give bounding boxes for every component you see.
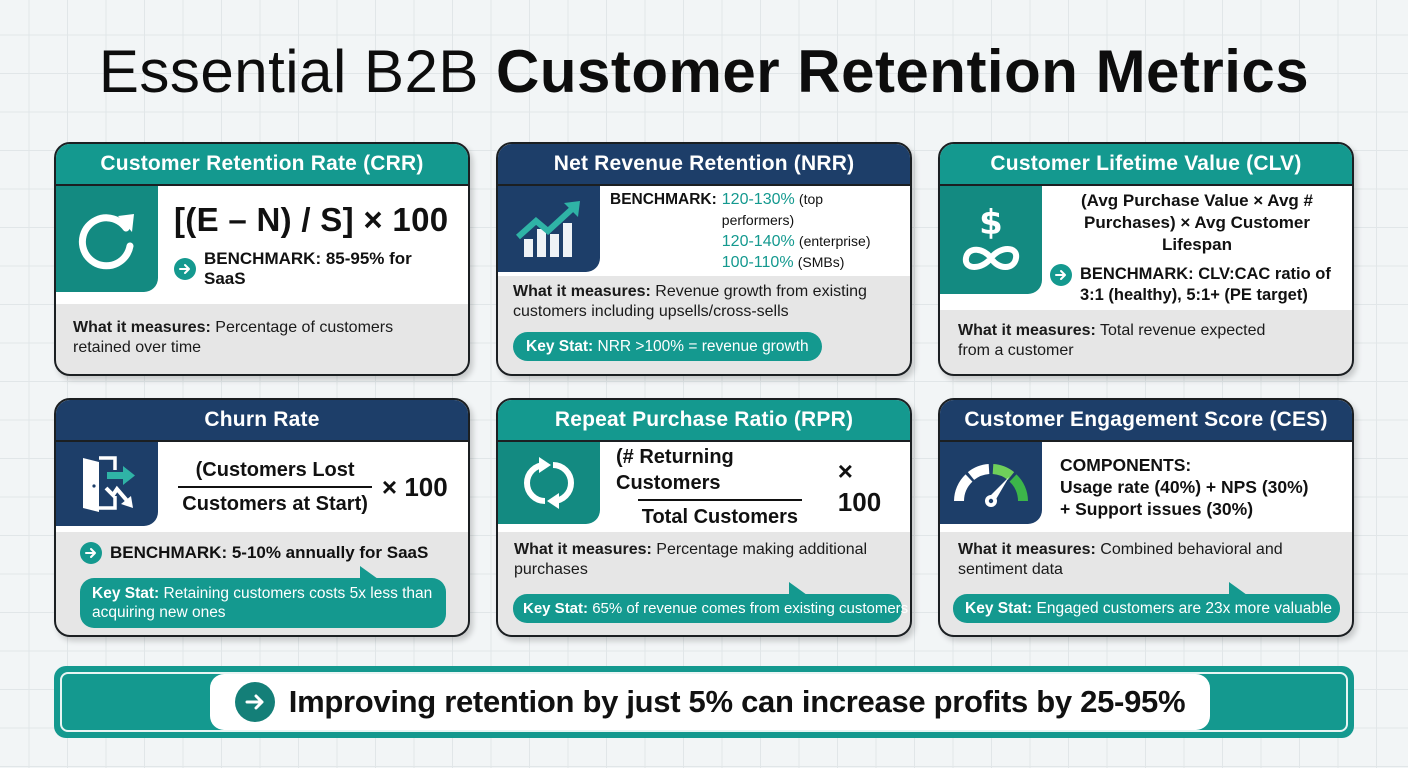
measures-label: What it measures: bbox=[514, 541, 652, 558]
exit-door-icon bbox=[56, 442, 158, 526]
highlight-banner: Improving retention by just 5% can incre… bbox=[54, 666, 1354, 738]
card-title: Customer Lifetime Value (CLV) bbox=[940, 144, 1352, 186]
measures-text: Total revenue expected from a customer bbox=[958, 322, 1266, 359]
measures-text: Combined behavioral and sentiment data bbox=[958, 541, 1283, 578]
measures: What it measures: Percentage of customer… bbox=[73, 318, 452, 358]
benchmark-item: 120-140% (enterprise) bbox=[721, 233, 871, 250]
callout-tail bbox=[360, 566, 378, 579]
measures-label: What it measures: bbox=[513, 283, 651, 300]
measures: What it measures: Revenue growth from ex… bbox=[513, 282, 894, 322]
benchmark: BENCHMARK: 85-95% for SaaS bbox=[174, 249, 456, 289]
linked-cycle-icon bbox=[498, 442, 600, 524]
formula: [(E – N) / S] × 100 bbox=[174, 201, 449, 238]
card-title: Customer Engagement Score (CES) bbox=[940, 400, 1352, 442]
dollar-infinity-icon: $ bbox=[940, 186, 1042, 294]
growth-chart-icon bbox=[498, 186, 600, 272]
measures: What it measures: Total revenue expected… bbox=[958, 321, 1288, 361]
benchmark-text: BENCHMARK: 5-10% annually for SaaS bbox=[110, 543, 429, 562]
banner-frame: Improving retention by just 5% can incre… bbox=[60, 672, 1348, 732]
formula-multiplier: × 100 bbox=[381, 471, 448, 502]
benchmark-item: 120-130% (top performers) bbox=[721, 191, 824, 228]
page-title: Essential B2B Customer Retention Metrics bbox=[0, 34, 1408, 110]
card-title: Net Revenue Retention (NRR) bbox=[498, 144, 910, 186]
arrow-right-icon bbox=[80, 542, 102, 564]
refresh-icon bbox=[56, 186, 158, 292]
benchmark-row: BENCHMARK: 120-130% (top performers) 120… bbox=[610, 189, 898, 273]
formula-numerator: (Customers Lost bbox=[195, 459, 355, 481]
key-stat: Key Stat: Engaged customers are 23x more… bbox=[953, 582, 1340, 623]
measures: What it measures: Percentage making addi… bbox=[514, 540, 894, 580]
components-line1: Usage rate (40%) + NPS (30%) bbox=[1060, 477, 1309, 497]
banner-text: Improving retention by just 5% can incre… bbox=[288, 684, 1186, 719]
formula-denominator: Total Customers bbox=[637, 499, 803, 530]
card-nrr: Net Revenue Retention (NRR) BENCHMARK: 1… bbox=[496, 142, 912, 376]
formula-multiplier: × 100 bbox=[837, 456, 882, 517]
card-title: Churn Rate bbox=[56, 400, 468, 442]
measures-label: What it measures: bbox=[958, 541, 1096, 558]
formula: (# Returning Customers Total Customers ×… bbox=[612, 444, 898, 530]
title-bold: Customer Retention Metrics bbox=[496, 38, 1310, 105]
benchmark-label: BENCHMARK: bbox=[610, 191, 717, 208]
arrow-right-icon bbox=[174, 258, 196, 280]
benchmark: BENCHMARK: CLV:CAC ratio of 3:1 (healthy… bbox=[1050, 264, 1344, 306]
formula-numerator: (# Returning Customers bbox=[616, 446, 734, 494]
measures-label: What it measures: bbox=[958, 322, 1096, 339]
card-rpr: Repeat Purchase Ratio (RPR) (# Returning… bbox=[496, 398, 912, 637]
key-stat: Key Stat: Retaining customers costs 5x l… bbox=[80, 566, 446, 628]
callout-tail bbox=[1229, 582, 1247, 595]
card-crr: Customer Retention Rate (CRR) [(E – N) /… bbox=[54, 142, 470, 376]
card-title: Repeat Purchase Ratio (RPR) bbox=[498, 400, 910, 442]
components-line2: + Support issues (30%) bbox=[1060, 499, 1254, 519]
benchmark-text: BENCHMARK: CLV:CAC ratio of 3:1 (healthy… bbox=[1080, 265, 1331, 304]
arrow-right-icon bbox=[1050, 264, 1072, 286]
key-stat: Key Stat: NRR >100% = revenue growth bbox=[513, 332, 822, 361]
measures-text: Revenue growth from existing customers i… bbox=[513, 283, 867, 320]
formula: (Avg Purchase Value × Avg # Purchases) ×… bbox=[1081, 191, 1313, 254]
measures-text: Percentage making additional purchases bbox=[514, 541, 868, 578]
components-label: COMPONENTS: bbox=[1060, 455, 1192, 475]
benchmark: BENCHMARK: 5-10% annually for SaaS bbox=[80, 542, 446, 564]
callout-tail bbox=[789, 582, 807, 595]
svg-text:$: $ bbox=[979, 203, 1003, 243]
card-title: Customer Retention Rate (CRR) bbox=[56, 144, 468, 186]
benchmark-item: 100-110% (SMBs) bbox=[721, 254, 845, 271]
formula-denominator: Customers at Start) bbox=[178, 486, 372, 517]
measures: What it measures: Combined behavioral an… bbox=[958, 540, 1318, 580]
gauge-icon bbox=[940, 442, 1042, 524]
key-stat: Key Stat: 65% of revenue comes from exis… bbox=[513, 582, 908, 623]
title-light: Essential B2B bbox=[98, 38, 479, 105]
card-ces: Customer Engagement Score (CES) COMPONEN… bbox=[938, 398, 1354, 637]
measures-label: What it measures: bbox=[73, 319, 211, 336]
arrow-right-circle-icon bbox=[234, 682, 275, 722]
banner-message: Improving retention by just 5% can incre… bbox=[210, 674, 1210, 730]
formula: (Customers Lost Customers at Start) × 10… bbox=[178, 457, 448, 517]
benchmark-text: BENCHMARK: 85-95% for SaaS bbox=[204, 249, 412, 288]
measures-text: Percentage of customers retained over ti… bbox=[73, 319, 394, 356]
card-clv: Customer Lifetime Value (CLV) $ (Avg Pur… bbox=[938, 142, 1354, 376]
card-churn: Churn Rate (Customers Lost Customers at … bbox=[54, 398, 470, 637]
